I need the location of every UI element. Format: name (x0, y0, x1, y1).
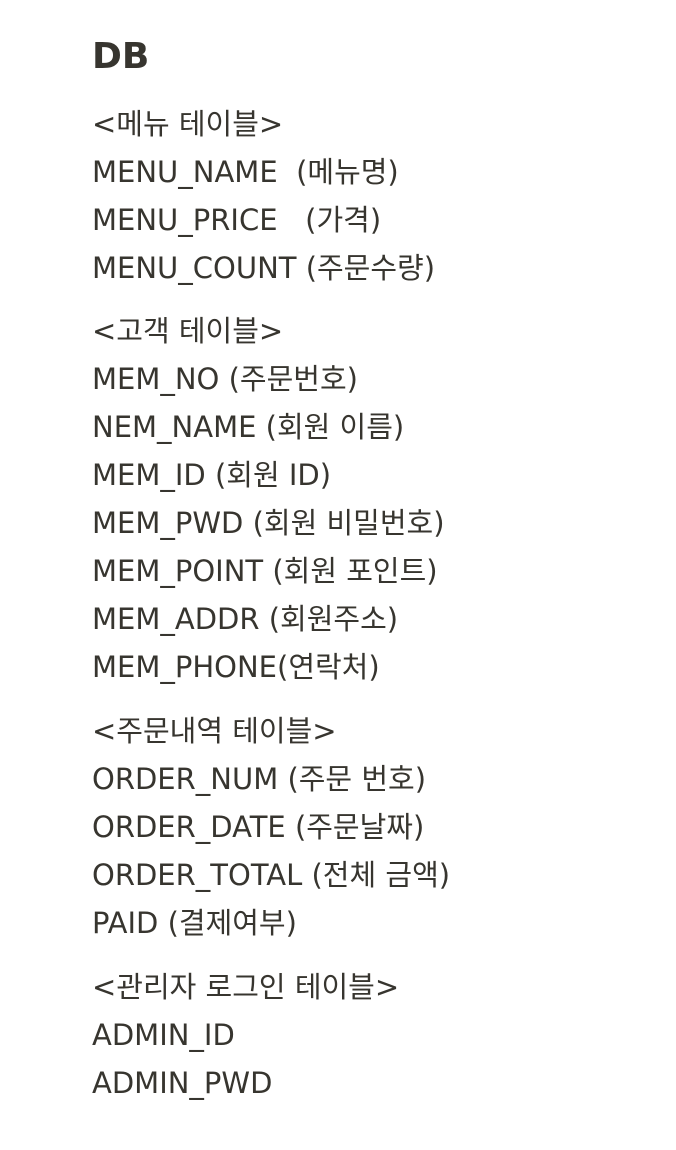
field-line: MEM_PWD (회원 비밀번호) (92, 506, 445, 540)
section-title: <고객 테이블> (92, 314, 284, 348)
field-line: ORDER_NUM (주문 번호) (92, 762, 427, 796)
page-heading: DB (92, 36, 150, 77)
member-table-section: <고객 테이블> MEM_NO (주문번호) NEM_NAME (회원 이름) … (92, 307, 652, 691)
field-line: MENU_COUNT (주문수량) (92, 251, 436, 285)
section-title: <주문내역 테이블> (92, 714, 337, 748)
field-line: ADMIN_ID (92, 1018, 235, 1052)
field-line: MEM_ADDR (회원주소) (92, 602, 399, 636)
field-line: MEM_PHONE(연락처) (92, 650, 380, 684)
field-line: PAID (결제여부) (92, 906, 297, 940)
field-line: NEM_NAME (회원 이름) (92, 410, 405, 444)
field-line: MENU_PRICE (가격) (92, 203, 382, 237)
menu-table-section: <메뉴 테이블> MENU_NAME (메뉴명) MENU_PRICE (가격)… (92, 100, 652, 292)
field-line: MEM_ID (회원 ID) (92, 458, 332, 492)
field-line: ADMIN_PWD (92, 1066, 273, 1100)
field-line: ORDER_DATE (주문날짜) (92, 810, 425, 844)
field-line: MENU_NAME (메뉴명) (92, 155, 399, 189)
field-line: ORDER_TOTAL (전체 금액) (92, 858, 451, 892)
field-line: MEM_NO (주문번호) (92, 362, 358, 396)
section-title: <관리자 로그인 테이블> (92, 970, 400, 1004)
section-title: <메뉴 테이블> (92, 107, 284, 141)
admin-login-table-section: <관리자 로그인 테이블> ADMIN_ID ADMIN_PWD (92, 963, 652, 1107)
field-line: MEM_POINT (회원 포인트) (92, 554, 438, 588)
order-history-table-section: <주문내역 테이블> ORDER_NUM (주문 번호) ORDER_DATE … (92, 707, 652, 947)
